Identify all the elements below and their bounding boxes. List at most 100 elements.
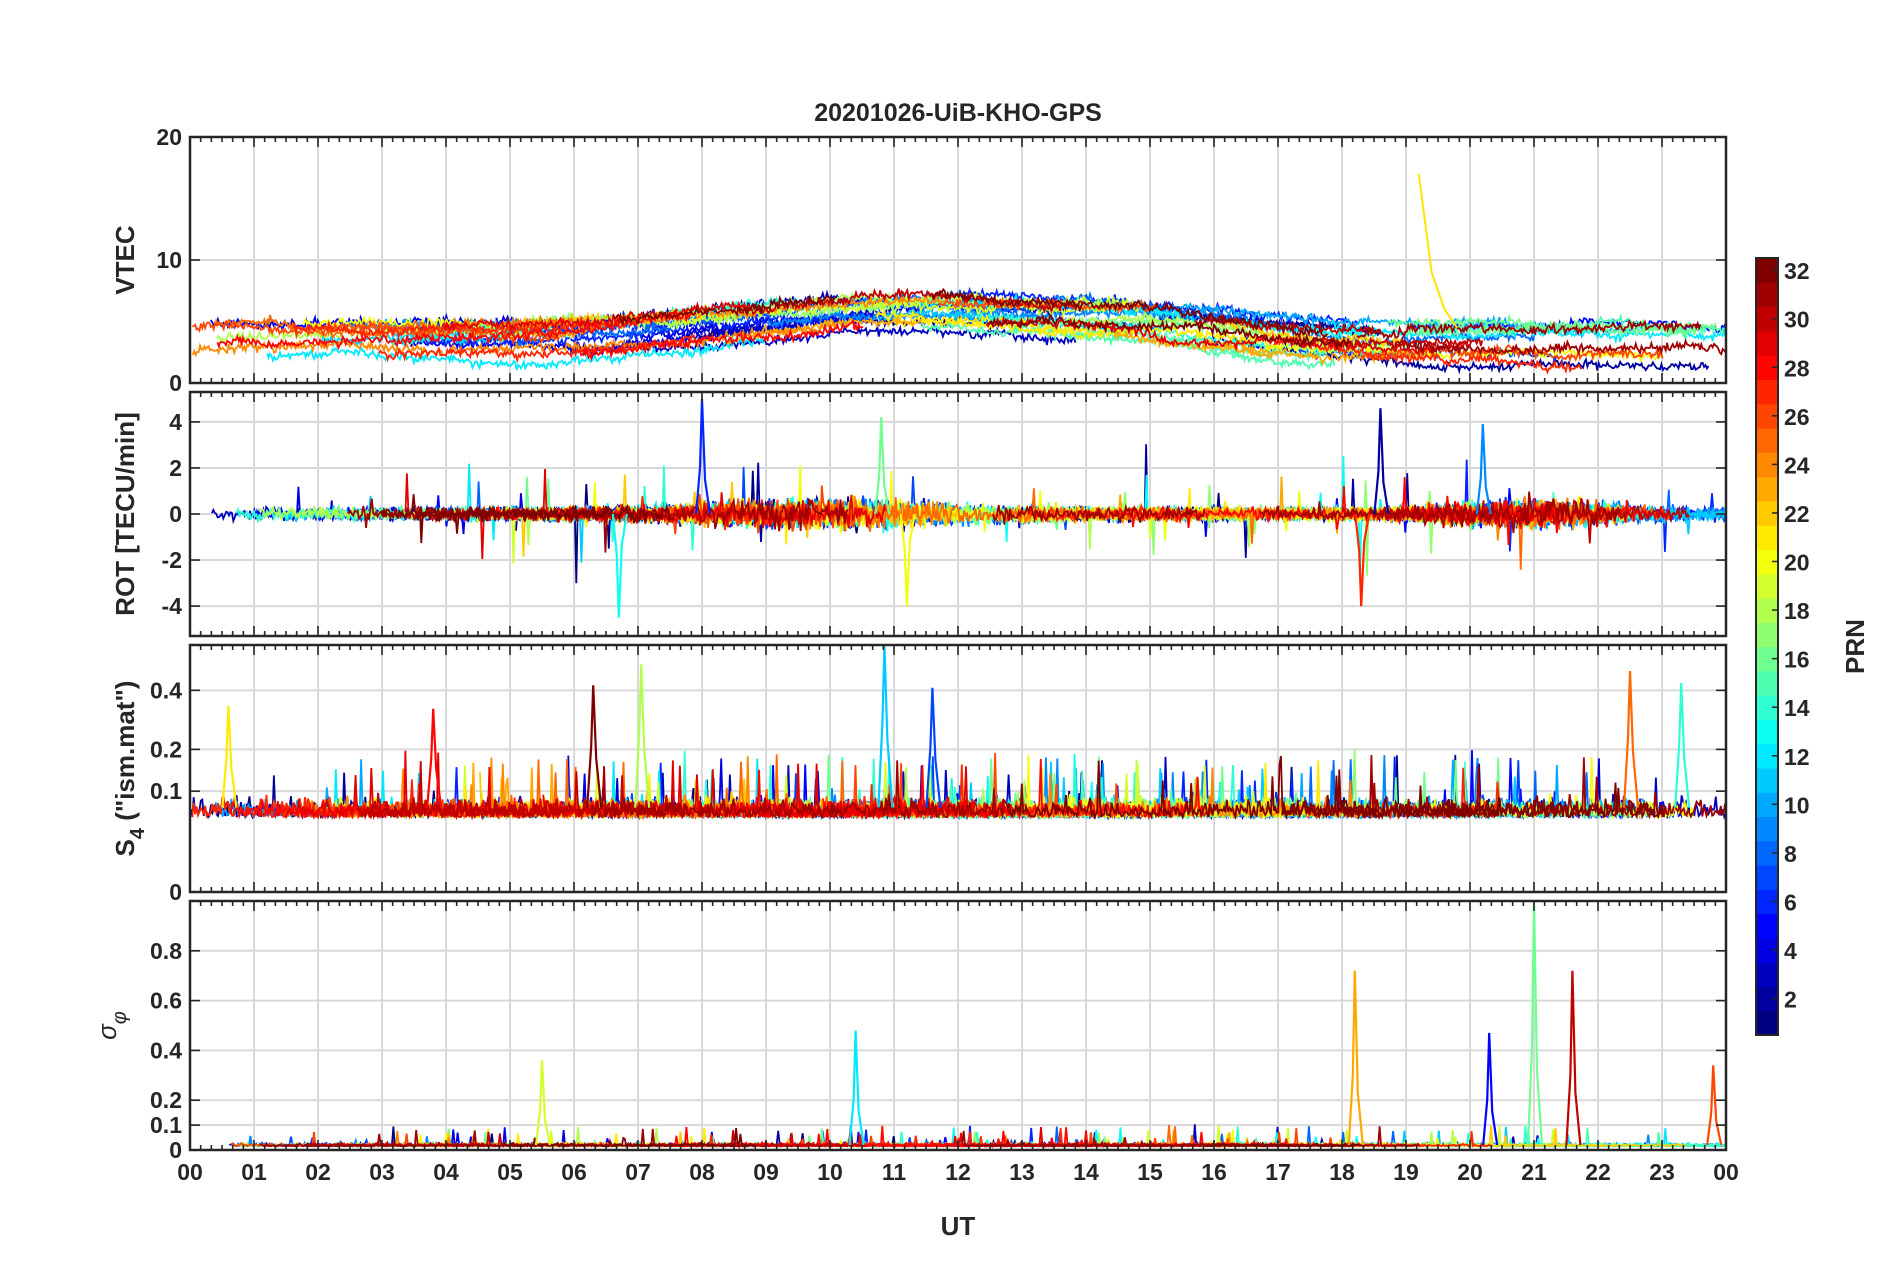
chart-title: 20201026-UiB-KHO-GPS [814, 99, 1102, 127]
y-tick-label: 0.2 [150, 1087, 182, 1113]
colorbar-segment [1756, 258, 1778, 283]
colorbar-segment [1756, 573, 1778, 599]
x-tick-label: 19 [1393, 1159, 1419, 1185]
series-prn-28 [579, 318, 864, 362]
colorbar-tick-label: 10 [1784, 792, 1810, 818]
series-group [192, 173, 1726, 375]
series-prn-19 [680, 298, 1143, 329]
peak-mark [611, 513, 628, 618]
x-tick-label: 10 [817, 1159, 843, 1185]
panel-1: 0 10 20 VTEC [110, 124, 1728, 396]
y-tick-label: 4 [169, 409, 182, 435]
series-prn-31 [992, 503, 1206, 525]
x-tick-label: 04 [433, 1159, 459, 1185]
highlight-series [1417, 173, 1459, 329]
colorbar-tick-label: 12 [1784, 744, 1810, 770]
peak-mark [586, 685, 603, 808]
x-tick-label: 16 [1201, 1159, 1227, 1185]
series-prn-11 [1239, 768, 1634, 820]
x-tick-label: 15 [1137, 1159, 1163, 1185]
y-tick-label: 0 [169, 879, 182, 905]
colorbar-tick-label: 28 [1784, 355, 1810, 381]
peak-mark [1674, 682, 1691, 808]
series-prn-27 [292, 314, 630, 341]
colorbar-segment [1756, 525, 1778, 550]
colorbar-segment [1756, 379, 1778, 405]
colorbar-segment [1756, 427, 1778, 453]
y-tick-label: 0.4 [150, 1037, 182, 1063]
x-tick-label: 05 [497, 1159, 523, 1185]
colorbar-tick-label: 26 [1784, 404, 1810, 430]
peak-mark [1354, 513, 1371, 607]
colorbar-segment [1756, 695, 1778, 720]
series-prn-32 [931, 287, 1329, 339]
y-axis-label: σφ [92, 1011, 131, 1040]
peak-mark [874, 417, 891, 515]
colorbar-segment [1756, 767, 1778, 793]
y-tick-label: 0.1 [150, 1112, 182, 1138]
x-tick-label: 03 [369, 1159, 395, 1185]
y-tick-label: 0.4 [150, 677, 182, 703]
x-tick-label: 00 [1713, 1159, 1739, 1185]
x-tick-label: 22 [1585, 1159, 1611, 1185]
colorbar-segment [1756, 622, 1778, 648]
colorbar-segment [1756, 1010, 1778, 1036]
series-prn-32 [1281, 782, 1664, 821]
x-tick-label: 00 [177, 1159, 203, 1185]
colorbar-tick-label: 18 [1784, 598, 1810, 624]
peak-mark [848, 1030, 865, 1146]
peak-mark [221, 706, 238, 808]
y-axis-label: S4 ("ism.mat") [110, 681, 149, 857]
series-prn-23 [1205, 338, 1436, 367]
series-prn-2 [1211, 334, 1710, 375]
peak-mark [899, 513, 916, 607]
series-prn-32 [986, 312, 1350, 352]
series-prn-27 [378, 333, 705, 364]
series-prn-32 [613, 293, 837, 327]
panel-4: 00.10.2 0.4 0.6 0.8 σφ [92, 899, 1728, 1163]
colorbar-tick-label: 16 [1784, 647, 1810, 673]
y-tick-label: 0 [169, 1137, 182, 1163]
series-prn-12 [1330, 319, 1726, 345]
series-prn-31 [590, 760, 1011, 821]
colorbar-segment [1756, 306, 1778, 332]
y-tick-label: 2 [169, 455, 182, 481]
y-tick-label: 0.1 [150, 778, 182, 804]
colorbar-segment [1756, 889, 1778, 915]
y-tick-label: 0.6 [150, 988, 182, 1014]
colorbar-tick-label: 24 [1784, 452, 1810, 478]
peak-mark [925, 687, 942, 808]
peak-mark [634, 664, 651, 808]
series-prn-31 [1258, 491, 1620, 534]
series-prn-30 [738, 287, 1084, 316]
colorbar-segment [1756, 670, 1778, 696]
series-prn-30 [1283, 335, 1484, 352]
colorbar-tick-label: 8 [1784, 841, 1797, 867]
colorbar-tick-label: 22 [1784, 501, 1810, 527]
x-tick-label: 14 [1073, 1159, 1099, 1185]
x-tick-label: 11 [882, 1159, 907, 1185]
x-tick-label: 07 [625, 1159, 651, 1185]
y-tick-label: 10 [156, 247, 182, 273]
series-prn-31 [1356, 318, 1702, 340]
series-prn-31 [1394, 337, 1726, 357]
y-tick-label: 0.8 [150, 938, 182, 964]
colorbar-tick-label: 30 [1784, 307, 1810, 333]
colorbar-segment [1756, 549, 1778, 575]
colorbar-segment [1756, 840, 1778, 866]
x-axis-label: UT [941, 1211, 976, 1241]
x-tick-label: 18 [1329, 1159, 1355, 1185]
series-prn-28 [216, 308, 693, 351]
peak-mark [1706, 1065, 1723, 1146]
colorbar-segment [1756, 597, 1778, 623]
x-tick-label: 13 [1009, 1159, 1035, 1185]
series-group [211, 398, 1726, 618]
series-prn-29 [985, 315, 1473, 356]
panel-3: 0 0.1 0.2 0.4S4 ("ism.mat") [110, 643, 1728, 905]
y-axis-label: VTEC [110, 225, 140, 295]
colorbar-segment [1756, 500, 1778, 526]
peak-mark [1475, 424, 1492, 515]
colorbar-segment [1756, 962, 1778, 988]
